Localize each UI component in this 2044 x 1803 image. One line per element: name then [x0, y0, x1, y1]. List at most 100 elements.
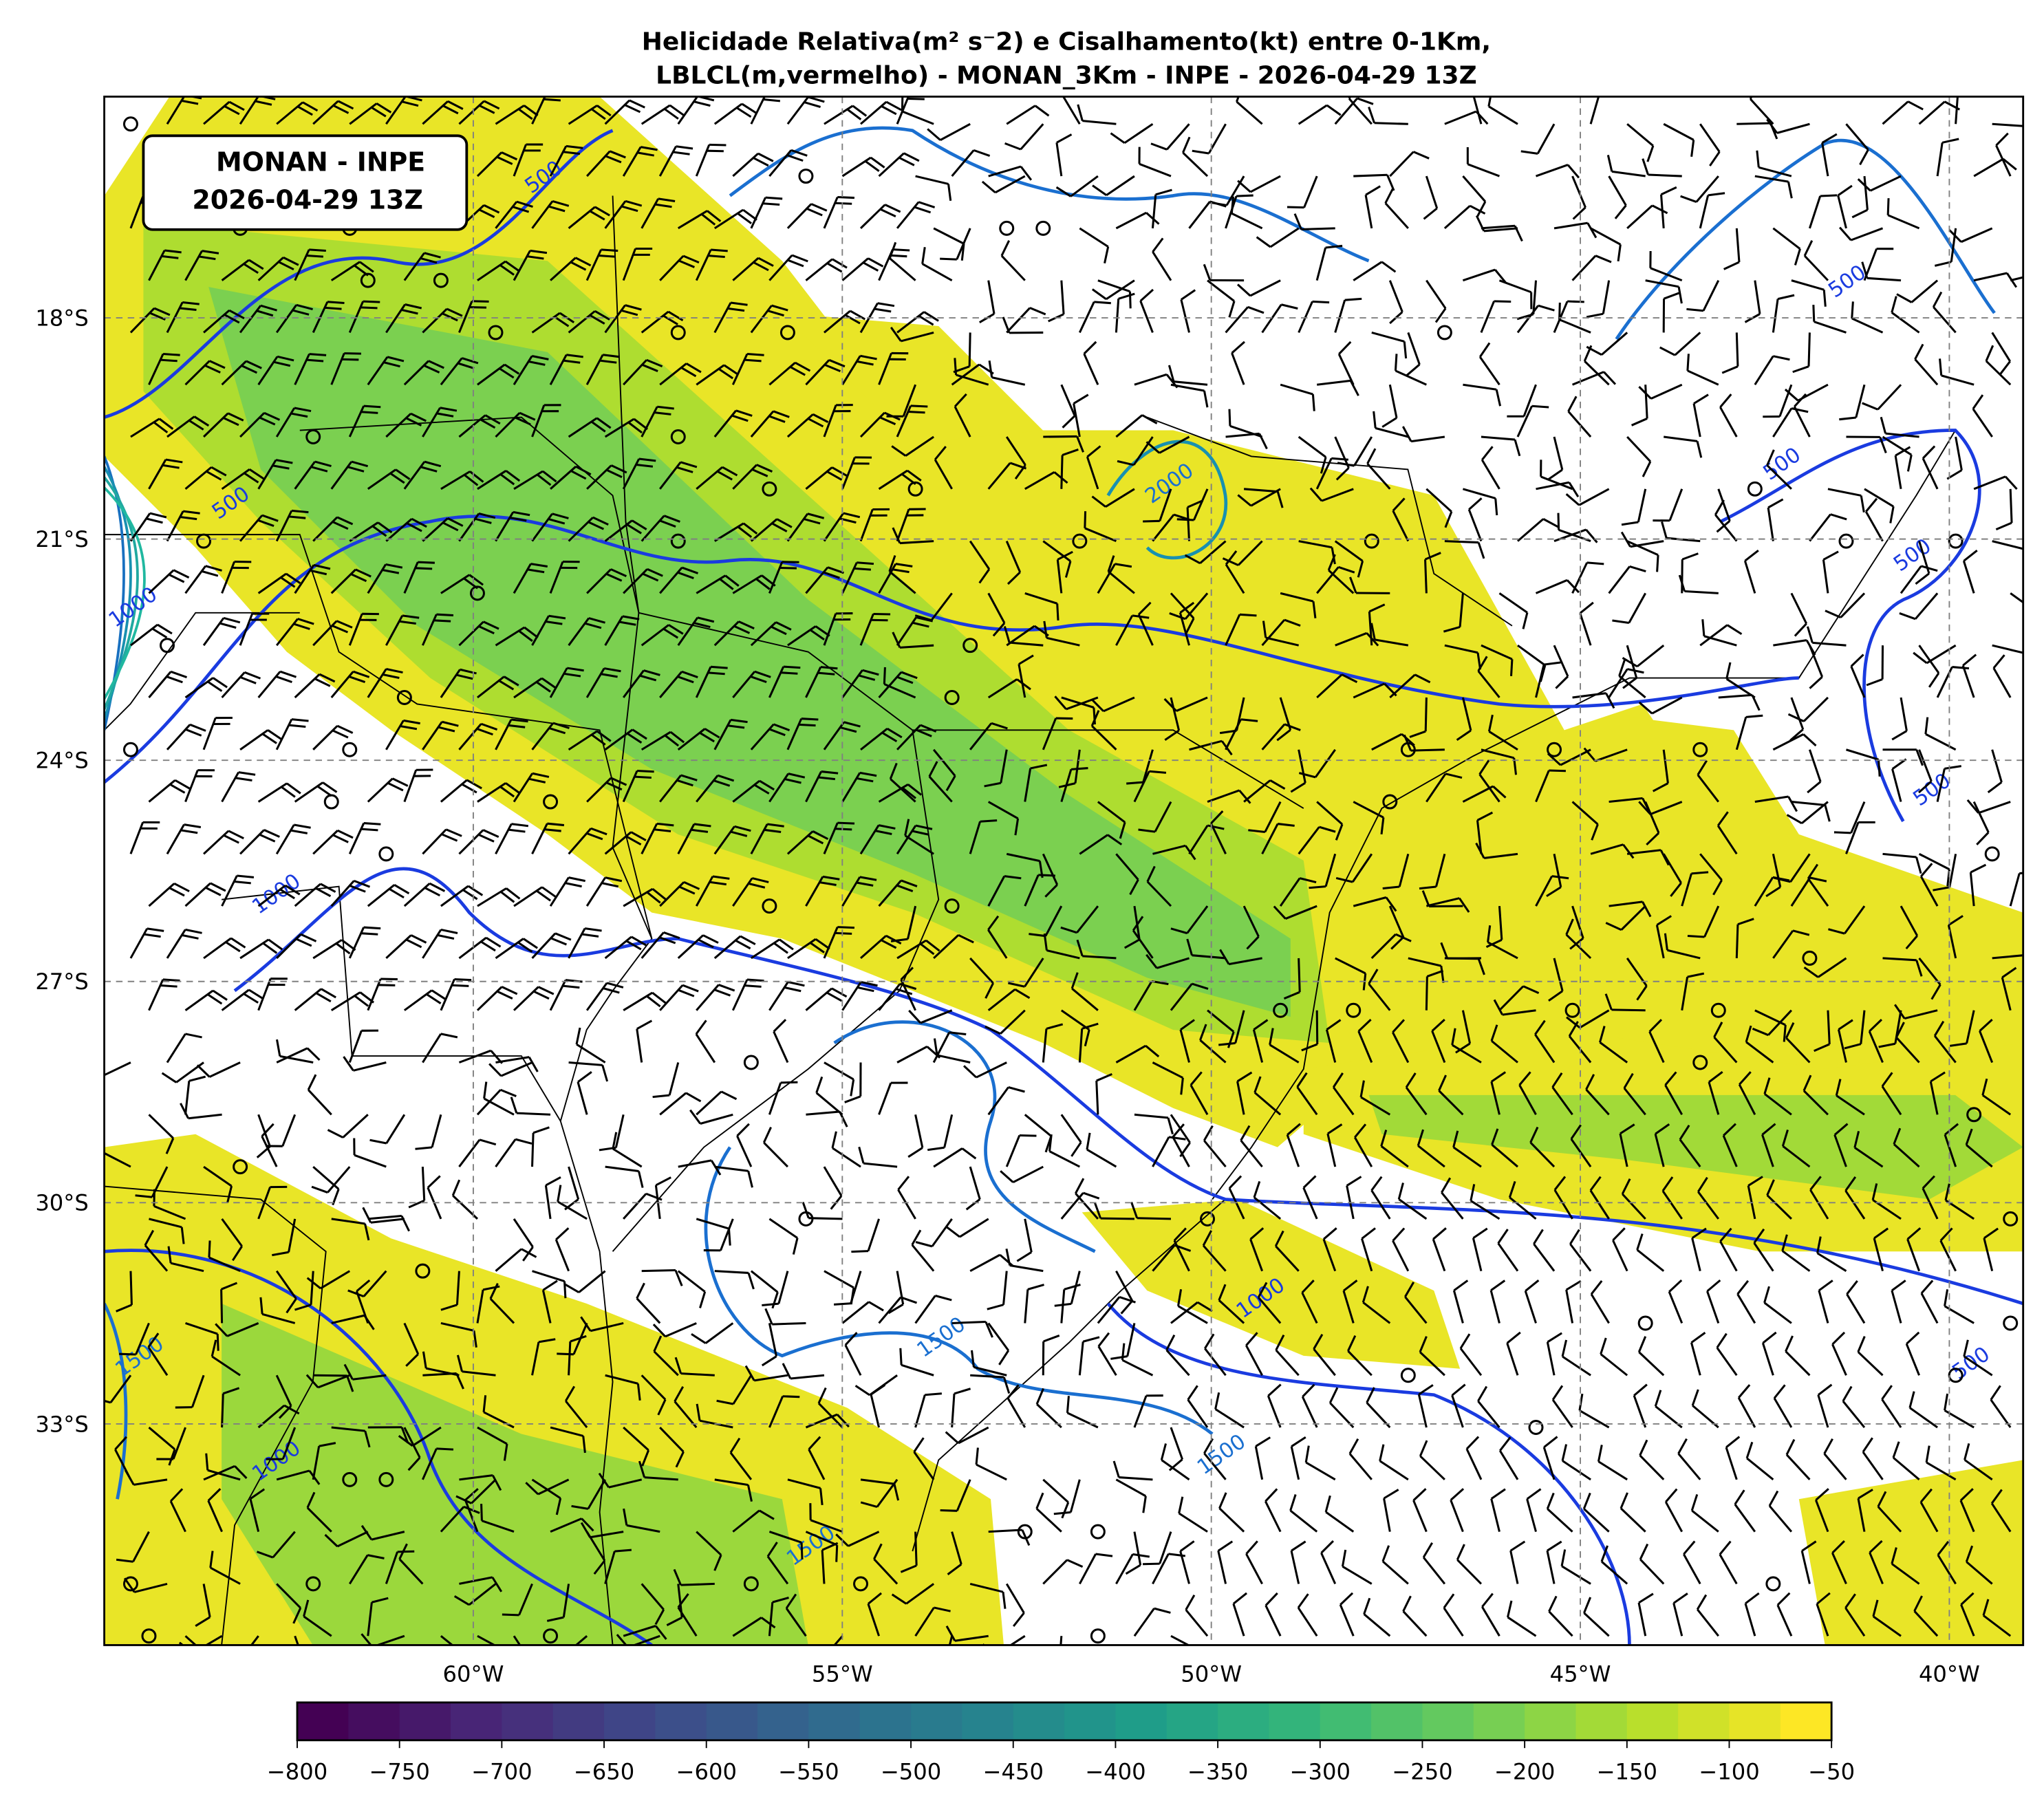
wind-barb	[1381, 1545, 1409, 1585]
colorbar-swatch	[1729, 1702, 1781, 1740]
wind-barb	[750, 823, 784, 855]
wind-barb	[1918, 645, 1940, 688]
wind-barb	[513, 1218, 534, 1262]
wind-barb	[859, 508, 890, 542]
wind-barb	[1076, 939, 1117, 960]
wind-barb	[1924, 717, 1957, 751]
wind-barb	[732, 1617, 776, 1637]
wind-barb	[385, 517, 427, 542]
wind-barb	[1490, 1024, 1518, 1064]
wind-barb	[823, 196, 854, 229]
wind-barb	[641, 104, 685, 125]
wind-barb	[549, 876, 586, 907]
wind-barb	[1419, 853, 1446, 890]
wind-barb	[1925, 1445, 1957, 1481]
wind-barb	[531, 1338, 556, 1376]
wind-barb	[1872, 1599, 1902, 1637]
wind-barb	[1565, 1280, 1582, 1324]
wind-barb	[677, 823, 711, 855]
wind-barb	[1170, 383, 1209, 408]
wind-barb	[934, 446, 953, 490]
wind-barb	[1242, 905, 1260, 950]
wind-barb	[1362, 1286, 1391, 1324]
wind-barb	[1071, 972, 1099, 1011]
wind-barb	[969, 819, 998, 854]
wind-barb	[495, 626, 539, 647]
wind-barb	[933, 227, 965, 261]
wind-barb	[1553, 645, 1569, 689]
wind-barb	[612, 1132, 643, 1168]
wind-barb	[1806, 626, 1847, 647]
wind-barb	[1818, 1280, 1833, 1324]
wind-barb	[1006, 307, 1046, 334]
wind-barb	[1637, 1593, 1654, 1637]
wind-barb	[1042, 1559, 1084, 1585]
wind-barb	[1699, 853, 1723, 896]
wind-barb	[622, 769, 654, 803]
wind-barb	[873, 1543, 899, 1585]
wind-barb	[1851, 175, 1869, 219]
wind-barb	[221, 360, 262, 386]
wind-barb	[1547, 748, 1591, 766]
wind-barb	[440, 471, 484, 490]
wind-barb	[713, 935, 756, 960]
wind-barb	[1297, 1593, 1318, 1637]
wind-barb	[353, 1138, 387, 1168]
wind-barb	[1992, 644, 2023, 654]
wind-barb	[1172, 1123, 1190, 1167]
wind-barb	[823, 612, 853, 646]
wind-barb	[1752, 1009, 1792, 1037]
colorbar-swatch	[399, 1702, 451, 1740]
wind-barb	[1301, 1383, 1318, 1428]
wind-barb	[1831, 1331, 1847, 1376]
wind-barb	[1178, 1496, 1208, 1533]
wind-barb	[1547, 742, 1562, 757]
wind-barb	[1078, 1022, 1099, 1063]
wind-barb	[550, 257, 592, 281]
wind-barb	[696, 984, 735, 1011]
wind-barb	[1165, 1335, 1190, 1376]
wind-barb	[202, 616, 241, 647]
wind-barb	[257, 782, 301, 803]
wind-barb	[1546, 1540, 1562, 1584]
wind-barb	[714, 522, 758, 542]
wind-barb	[787, 938, 830, 960]
wind-barb	[1470, 1184, 1500, 1220]
wind-barb	[1152, 237, 1172, 281]
gridlines	[104, 96, 2023, 1645]
wind-barb	[891, 435, 934, 457]
wind-barb	[945, 1218, 989, 1238]
wind-barb	[1866, 645, 1884, 687]
contour-line	[104, 515, 1799, 784]
wind-barb	[1232, 1592, 1248, 1637]
wind-barb	[1077, 104, 1117, 125]
wind-barb	[1725, 662, 1756, 699]
wind-barb	[1269, 1028, 1300, 1064]
wind-barb	[659, 670, 698, 698]
wind-barb	[659, 461, 698, 490]
wind-barb	[580, 1316, 624, 1332]
wind-barb	[555, 1227, 570, 1272]
wind-barb	[987, 1271, 1008, 1310]
wind-barb	[203, 100, 245, 125]
wind-barb	[1638, 383, 1683, 400]
wind-barb	[1969, 863, 1987, 907]
wind-barb	[695, 248, 728, 281]
wind-barb	[932, 1031, 967, 1064]
wind-barb	[914, 1392, 943, 1428]
wind-barb	[1917, 749, 1933, 794]
wind-barb	[1253, 1180, 1282, 1220]
wind-barb	[1451, 1028, 1482, 1064]
wind-barb	[1177, 1289, 1208, 1324]
wind-barb	[750, 1270, 779, 1309]
wind-barb	[969, 957, 994, 999]
wind-barb	[403, 360, 444, 386]
wind-barb	[933, 1038, 971, 1064]
wind-barb	[1807, 863, 1829, 907]
wind-barb	[1425, 969, 1444, 1011]
wind-barb	[149, 1218, 185, 1244]
wind-barb	[1475, 215, 1518, 233]
wind-barb	[1115, 414, 1158, 438]
wind-barb	[1590, 843, 1635, 859]
wind-barb	[696, 1531, 722, 1571]
